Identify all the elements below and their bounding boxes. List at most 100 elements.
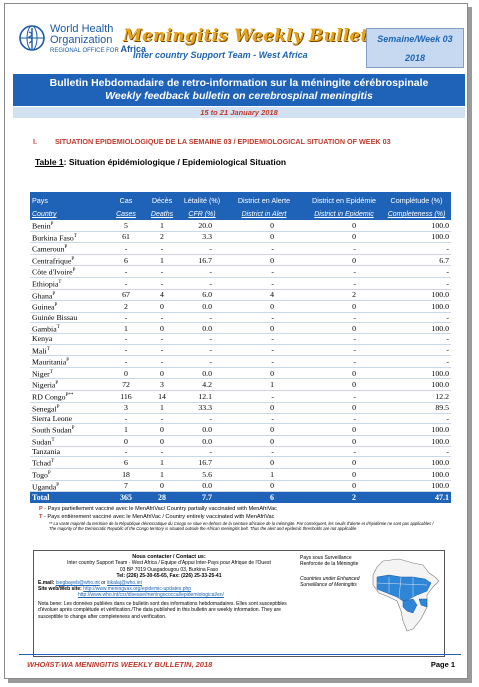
cell-country: CentrafriqueP: [30, 254, 108, 267]
cell-alert: 1: [224, 378, 304, 391]
cell-epidemic: 0: [304, 423, 384, 436]
cell-country: South SudanP: [30, 423, 108, 436]
table-row: Sierra Leone - - - - - -: [30, 413, 451, 425]
cell-country: SenegalP: [30, 402, 108, 415]
table-notes: P - Pays partiellement vacciné avec le M…: [39, 505, 439, 531]
col-header-deaths: Décès: [144, 192, 180, 209]
table-label: Table 1: [35, 157, 64, 167]
cell-deaths: 0: [144, 367, 180, 380]
vaccination-status-mark: T: [50, 459, 54, 465]
cell-epidemic: -: [304, 242, 384, 255]
legend-en-1: Countries under Enhanced: [300, 576, 360, 582]
cell-cfr: 0.0: [180, 300, 224, 313]
cell-country: Sierra Leone: [30, 413, 108, 425]
cell-alert: -: [224, 413, 304, 425]
cell-epidemic: 0: [304, 231, 384, 244]
country-name: South Sudan: [32, 425, 72, 435]
cell-deaths: 1: [144, 254, 180, 267]
cell-deaths: -: [144, 413, 180, 425]
table-row: Kenya - - - - - -: [30, 333, 451, 345]
table-row: TogoP 18 1 5.6 1 0 100.0: [30, 468, 451, 481]
cell-alert: 0: [224, 423, 304, 436]
nota-bene: Nota bene: Les données publiées dans ce …: [38, 600, 287, 620]
date-range: 15 to 21 January 2018: [13, 107, 465, 118]
vaccination-status-mark: T: [58, 279, 62, 285]
contact-org: Inter country Support Team - West Africa…: [67, 560, 271, 567]
cell-deaths: 1: [144, 468, 180, 481]
col-header-deaths-en: Deaths: [144, 209, 180, 220]
email-link-2[interactable]: itikalaj@who.int: [107, 579, 142, 586]
country-name: Nigeria: [32, 380, 56, 390]
banner-title-en: Weekly feedback bulletin on cerebrospina…: [105, 90, 373, 102]
cell-comp: 89.5: [384, 402, 451, 415]
cell-cases: -: [108, 344, 144, 357]
country-name: Centrafrique: [32, 256, 72, 266]
cell-alert: 0: [224, 220, 304, 232]
country-name: Tanzania: [32, 447, 61, 457]
cell-epidemic: -: [304, 446, 384, 458]
cell-epidemic: 0: [304, 468, 384, 481]
table-row: South SudanP 1 0 0.0 0 0 100.0: [30, 423, 451, 436]
total-deaths: 28: [144, 491, 180, 503]
week-label: Semaine/Week 03: [377, 34, 453, 44]
country-name: Burkina Faso: [32, 233, 74, 243]
site-link-1[interactable]: http://www.meningvax.org/epidemic-update…: [83, 586, 192, 593]
cell-comp: -: [384, 413, 451, 425]
banner-title-fr: Bulletin Hebdomadaire de retro-informati…: [49, 77, 429, 89]
legend-fr-1: Pays sous Surveillance: [300, 555, 352, 561]
cell-alert: 0: [224, 480, 304, 493]
cell-country: MaliT: [30, 344, 108, 357]
country-name: RD Congo: [32, 392, 66, 402]
vaccination-status-mark: T: [46, 346, 50, 352]
cell-comp: -: [384, 277, 451, 290]
cell-country: UgandaP: [30, 480, 108, 493]
cell-cfr: 0.0: [180, 423, 224, 436]
cell-alert: 0: [224, 435, 304, 448]
cell-epidemic: -: [304, 413, 384, 425]
table-row: SenegalP 3 1 33.3 0 0 89.5: [30, 402, 451, 415]
cell-cases: 0: [108, 367, 144, 380]
table-row: NigerT 0 0 0.0 0 0 100.0: [30, 367, 451, 380]
cell-cases: -: [108, 355, 144, 368]
email-link-1[interactable]: tsegbayeb@who.int: [55, 579, 100, 586]
table-row: Burkina FasoT 61 2 3.3 0 0 100.0: [30, 231, 451, 244]
cell-country: Côte d'IvoireP: [30, 265, 108, 278]
table-caption: Table 1: Situation épidémiologique / Epi…: [35, 157, 286, 167]
cell-cfr: 0.0: [180, 435, 224, 448]
email-separator: or: [99, 579, 108, 586]
col-header-cfr: Létalité (%): [180, 192, 224, 209]
cell-cfr: 0.0: [180, 367, 224, 380]
cell-deaths: 3: [144, 378, 180, 391]
vaccination-status-mark: P: [50, 222, 54, 227]
site-link-2[interactable]: http://www.who.int/csr/disease/meningoco…: [78, 592, 224, 599]
cell-comp: -: [384, 446, 451, 458]
total-completeness: 47.1: [384, 491, 451, 503]
vaccination-status-mark: P: [64, 245, 68, 251]
cell-cases: -: [108, 333, 144, 345]
total-cfr: 7.7: [180, 491, 224, 503]
contact-site-row: Site web/Web site: http://www.meningvax.…: [38, 586, 300, 592]
cell-comp: 100.0: [384, 289, 451, 302]
cell-country: CamerounP: [30, 242, 108, 255]
vaccination-status-mark: T: [56, 324, 60, 330]
cell-country: MauritaniaP: [30, 355, 108, 368]
epidemiological-table: Pays Cas Décès Létalité (%) District en …: [30, 192, 451, 503]
total-epidemic: 2: [304, 491, 384, 503]
cell-deaths: -: [144, 333, 180, 345]
note-partial-text: - Pays partiellement vacciné avec le Men…: [42, 506, 277, 512]
vaccination-status-mark: P: [55, 381, 59, 387]
contact-title: Nous contacter / Contact us:: [132, 554, 206, 560]
cell-cfr: -: [180, 344, 224, 357]
cell-epidemic: 0: [304, 220, 384, 232]
cell-alert: -: [224, 312, 304, 323]
cell-comp: 100.0: [384, 423, 451, 436]
cell-alert: 0: [224, 300, 304, 313]
cell-deaths: 1: [144, 456, 180, 470]
col-header-completeness-en: Completeness (%): [384, 209, 451, 220]
cell-cfr: 33.3: [180, 402, 224, 415]
cell-alert: -: [224, 265, 304, 278]
country-name: Kenya: [32, 334, 53, 344]
cell-cases: -: [108, 312, 144, 323]
cell-alert: 4: [224, 289, 304, 302]
country-name: Niger: [32, 369, 50, 379]
